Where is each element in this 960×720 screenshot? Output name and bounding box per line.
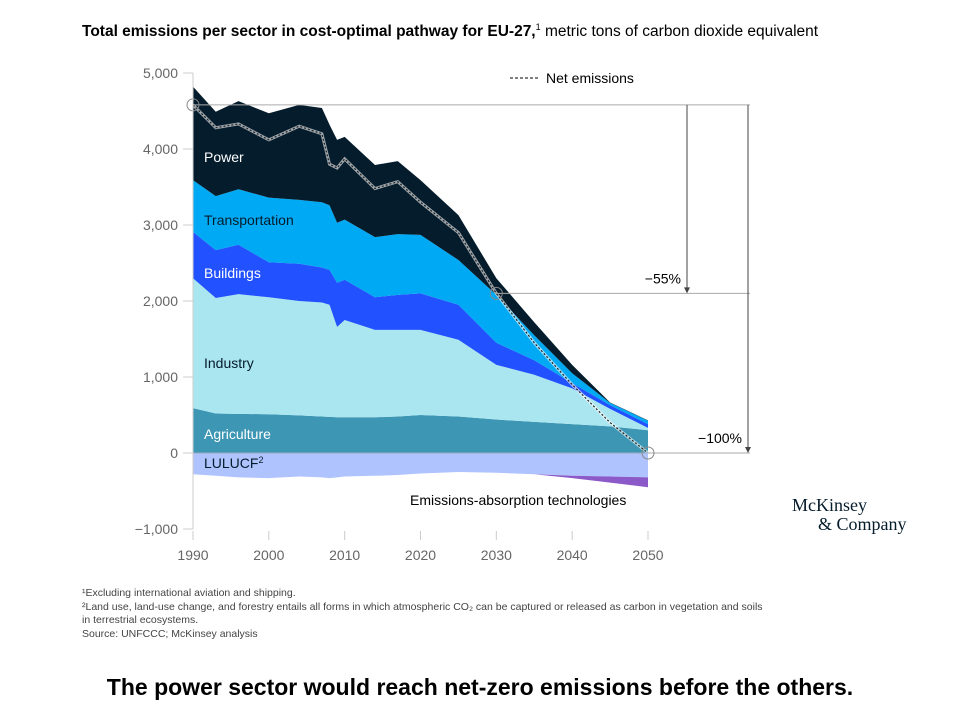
arrowhead-icon bbox=[684, 287, 690, 294]
y-tick-label: 5,000 bbox=[143, 65, 178, 81]
net-emissions-halo bbox=[191, 103, 649, 455]
x-tick-label: 1990 bbox=[177, 547, 208, 563]
series-label-industry: Industry bbox=[204, 355, 254, 371]
title-units: metric tons of carbon dioxide equivalent bbox=[540, 23, 819, 41]
series-label-transportation: Transportation bbox=[204, 212, 294, 228]
y-tick-label: 1,000 bbox=[143, 369, 178, 385]
chart-title: Total emissions per sector in cost-optim… bbox=[82, 22, 818, 41]
footnote-2: ²Land use, land-use change, and forestry… bbox=[82, 601, 763, 613]
y-tick-label: 4,000 bbox=[143, 141, 178, 157]
y-tick-label: 2,000 bbox=[143, 293, 178, 309]
arrowhead-icon bbox=[745, 447, 751, 453]
x-tick-label: 2000 bbox=[253, 547, 284, 563]
area-power bbox=[193, 86, 648, 421]
series-label-layer: Agriculture Industry Buildings Transportati… bbox=[204, 149, 626, 508]
logo-line-1: McKinsey bbox=[792, 495, 867, 515]
area-buildings bbox=[193, 231, 648, 428]
milestone-marker bbox=[489, 286, 503, 300]
reduction-label-0: −55% bbox=[645, 270, 681, 286]
y-tick-label: 3,000 bbox=[143, 217, 178, 233]
reduction-label-1: −100% bbox=[698, 430, 742, 446]
mckinsey-logo: McKinsey & Company bbox=[792, 496, 907, 534]
series-label-buildings: Buildings bbox=[204, 265, 261, 281]
area-agriculture bbox=[193, 408, 648, 453]
series-label-absorption: Emissions-absorption technologies bbox=[410, 492, 626, 508]
y-tick-label: −1,000 bbox=[135, 521, 178, 537]
lulucf-footnote-mark: 2 bbox=[258, 455, 263, 465]
x-tick-label: 2010 bbox=[329, 547, 360, 563]
area-layer bbox=[191, 86, 649, 488]
caption: The power sector would reach net-zero em… bbox=[106, 674, 854, 700]
x-tick-label: 2020 bbox=[405, 547, 436, 563]
area-lulucf bbox=[193, 453, 648, 479]
y-tick-label: 0 bbox=[170, 445, 178, 461]
title-footnote-mark: 1 bbox=[535, 22, 541, 32]
source-note: Source: UNFCCC; McKinsey analysis bbox=[82, 628, 258, 640]
series-label-lulucf: LULUCF2 bbox=[204, 455, 263, 471]
legend: Net emissions bbox=[510, 70, 634, 86]
x-tick-label: 2030 bbox=[481, 547, 512, 563]
logo-line-2: & Company bbox=[818, 514, 907, 534]
area-industry bbox=[193, 278, 648, 431]
x-tick-label: 2050 bbox=[632, 547, 663, 563]
footnote-1: ¹Excluding international aviation and sh… bbox=[82, 587, 296, 599]
series-label-power: Power bbox=[204, 149, 244, 165]
annotation-layer: −55% −100% bbox=[186, 98, 751, 460]
series-label-agriculture: Agriculture bbox=[204, 426, 271, 442]
legend-net-emissions-label: Net emissions bbox=[546, 70, 634, 86]
axes-layer: −1,000 0 1,000 2,000 3,000 4,000 5,000 1990 2000… bbox=[135, 65, 664, 563]
area-transportation bbox=[193, 180, 648, 425]
x-tick-label: 2040 bbox=[557, 547, 588, 563]
footnote-2-cont: in terrestrial ecosystems. bbox=[82, 614, 199, 626]
title-bold: Total emissions per sector in cost-optim… bbox=[82, 23, 536, 41]
